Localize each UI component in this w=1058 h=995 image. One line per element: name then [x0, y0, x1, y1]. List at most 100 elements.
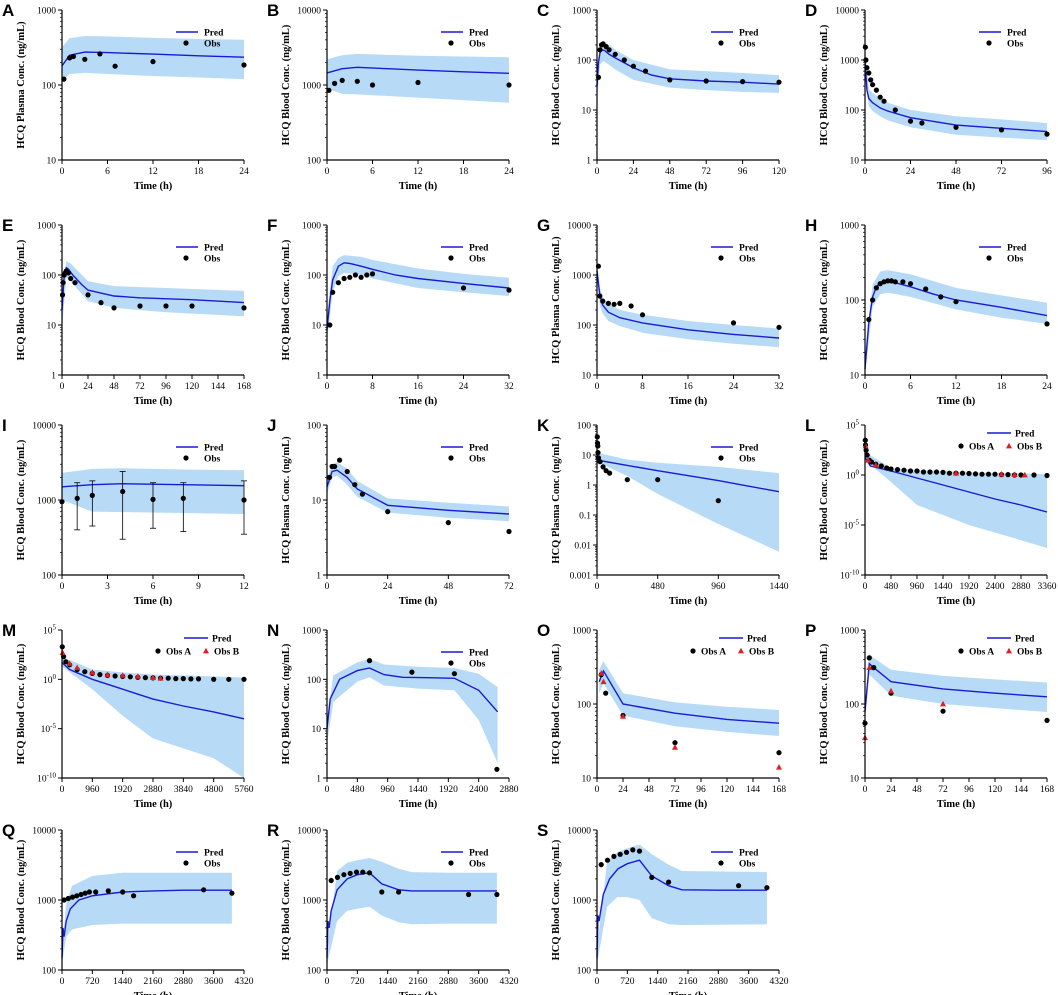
panel-label: C — [537, 1, 549, 20]
legend-obs-swatch — [448, 40, 454, 46]
obs-point — [366, 658, 373, 664]
y-tick-label: 1 — [586, 482, 591, 492]
y-axis-label: HCQ Blood Conc. (ng/mL) — [16, 239, 27, 360]
obs-point — [623, 849, 630, 855]
x-tick-label: 0 — [325, 382, 330, 392]
panel-label: J — [267, 416, 276, 435]
panel-h: 0 6 12 18 24 10 100 1000 Time (h) HCQ Blood Conc.… — [805, 216, 1052, 407]
x-tick-label: 960 — [711, 582, 726, 592]
obs-point — [884, 465, 890, 471]
prediction-band — [597, 844, 767, 965]
prediction-band — [865, 452, 1047, 548]
obsB-point — [888, 687, 894, 694]
x-tick-label: 480 — [651, 582, 666, 592]
prediction-band — [327, 53, 509, 103]
obs-point — [241, 62, 247, 68]
x-axis-label: Time (h) — [669, 396, 708, 407]
y-axis-label: HCQ Blood Conc. (ng/mL) — [819, 439, 830, 560]
legend-pred-label: Pred — [204, 29, 224, 39]
obs-point — [89, 492, 95, 498]
pred-line — [326, 667, 499, 729]
x-tick-label: 168 — [237, 382, 252, 392]
y-tick-label: 10 — [312, 322, 322, 332]
obs-point — [606, 47, 612, 53]
x-tick-label: 18 — [459, 167, 469, 177]
y-tick-label: 1000 — [37, 497, 56, 507]
x-tick-label: 32 — [774, 382, 784, 392]
y-tick-label: 10 — [850, 372, 860, 382]
legend-obs-swatch — [718, 40, 724, 46]
x-tick-label: 96 — [1042, 167, 1052, 177]
panel-label: A — [2, 1, 14, 20]
x-tick-label: 2160 — [679, 977, 698, 987]
prediction-band — [327, 255, 509, 341]
x-tick-label: 0 — [595, 582, 600, 592]
y-axis-label: HCQ Blood Conc. (ng/mL) — [551, 24, 562, 145]
prediction-band — [865, 270, 1047, 375]
y-tick-label: 105 — [43, 624, 57, 637]
legend-obsB-swatch — [203, 647, 209, 654]
obs-point — [494, 766, 500, 772]
x-axis-label: Time (h) — [134, 396, 173, 407]
y-tick-label: 1000 — [37, 222, 56, 232]
x-tick-label: 720 — [620, 977, 635, 987]
obs-point — [211, 676, 217, 682]
x-tick-label: 8 — [640, 382, 645, 392]
obs-point — [998, 127, 1005, 133]
legend-obs-label: Obs — [739, 455, 756, 465]
legend-obs-swatch — [183, 860, 189, 866]
y-tick-label: 1000 — [840, 222, 859, 232]
x-tick-label: 1440 — [934, 582, 953, 592]
x-tick-label: 2400 — [469, 785, 488, 795]
x-tick-label: 96 — [161, 382, 171, 392]
obs-point — [85, 292, 91, 298]
legend-obs-swatch — [986, 255, 992, 261]
y-tick-label: 100 — [307, 422, 322, 432]
x-tick-label: 1440 — [648, 977, 667, 987]
obs-point — [878, 463, 884, 469]
x-axis-label: Time (h) — [937, 596, 976, 607]
obs-point — [358, 274, 364, 280]
x-tick-label: 0 — [60, 977, 65, 987]
obs-point — [600, 298, 606, 304]
obs-point — [334, 874, 341, 881]
panel-label: B — [267, 1, 279, 20]
x-tick-label: 6 — [908, 382, 913, 392]
y-tick-label: 100 — [845, 107, 860, 117]
obs-point — [628, 303, 634, 309]
y-axis-label: HCQ Blood Conc. (ng/mL) — [281, 643, 292, 764]
obs-point — [201, 887, 207, 893]
obsB-point — [134, 673, 141, 679]
obsB-point — [150, 674, 156, 680]
obs-point — [409, 669, 415, 675]
x-tick-label: 2880 — [709, 977, 728, 987]
obs-point — [78, 891, 84, 898]
legend-obs-swatch — [448, 860, 454, 866]
obs-point — [369, 271, 376, 277]
obs-point — [863, 447, 869, 453]
y-tick-label: 1000 — [37, 7, 56, 17]
obs-point — [597, 459, 603, 465]
x-tick-label: 0 — [863, 582, 868, 592]
y-tick-label: 0.001 — [570, 572, 592, 582]
obs-point — [341, 872, 347, 878]
x-tick-label: 48 — [951, 167, 961, 177]
x-tick-label: 24 — [239, 167, 249, 177]
obs-point — [494, 891, 500, 898]
obs-point — [639, 312, 646, 318]
x-tick-label: 2880 — [174, 977, 193, 987]
obs-point — [866, 655, 872, 661]
panel-k: 0 480 960 1440 0.001 0.01 0.1 1 10 100 Time (h) HCQ… — [537, 416, 789, 607]
x-tick-label: 0 — [595, 382, 600, 392]
x-tick-label: 3360 — [1038, 582, 1057, 592]
y-tick-label: 1000 — [840, 627, 859, 637]
y-tick-label: 1000 — [302, 222, 321, 232]
obs-point — [598, 862, 604, 868]
x-axis-label: Time (h) — [399, 596, 438, 607]
